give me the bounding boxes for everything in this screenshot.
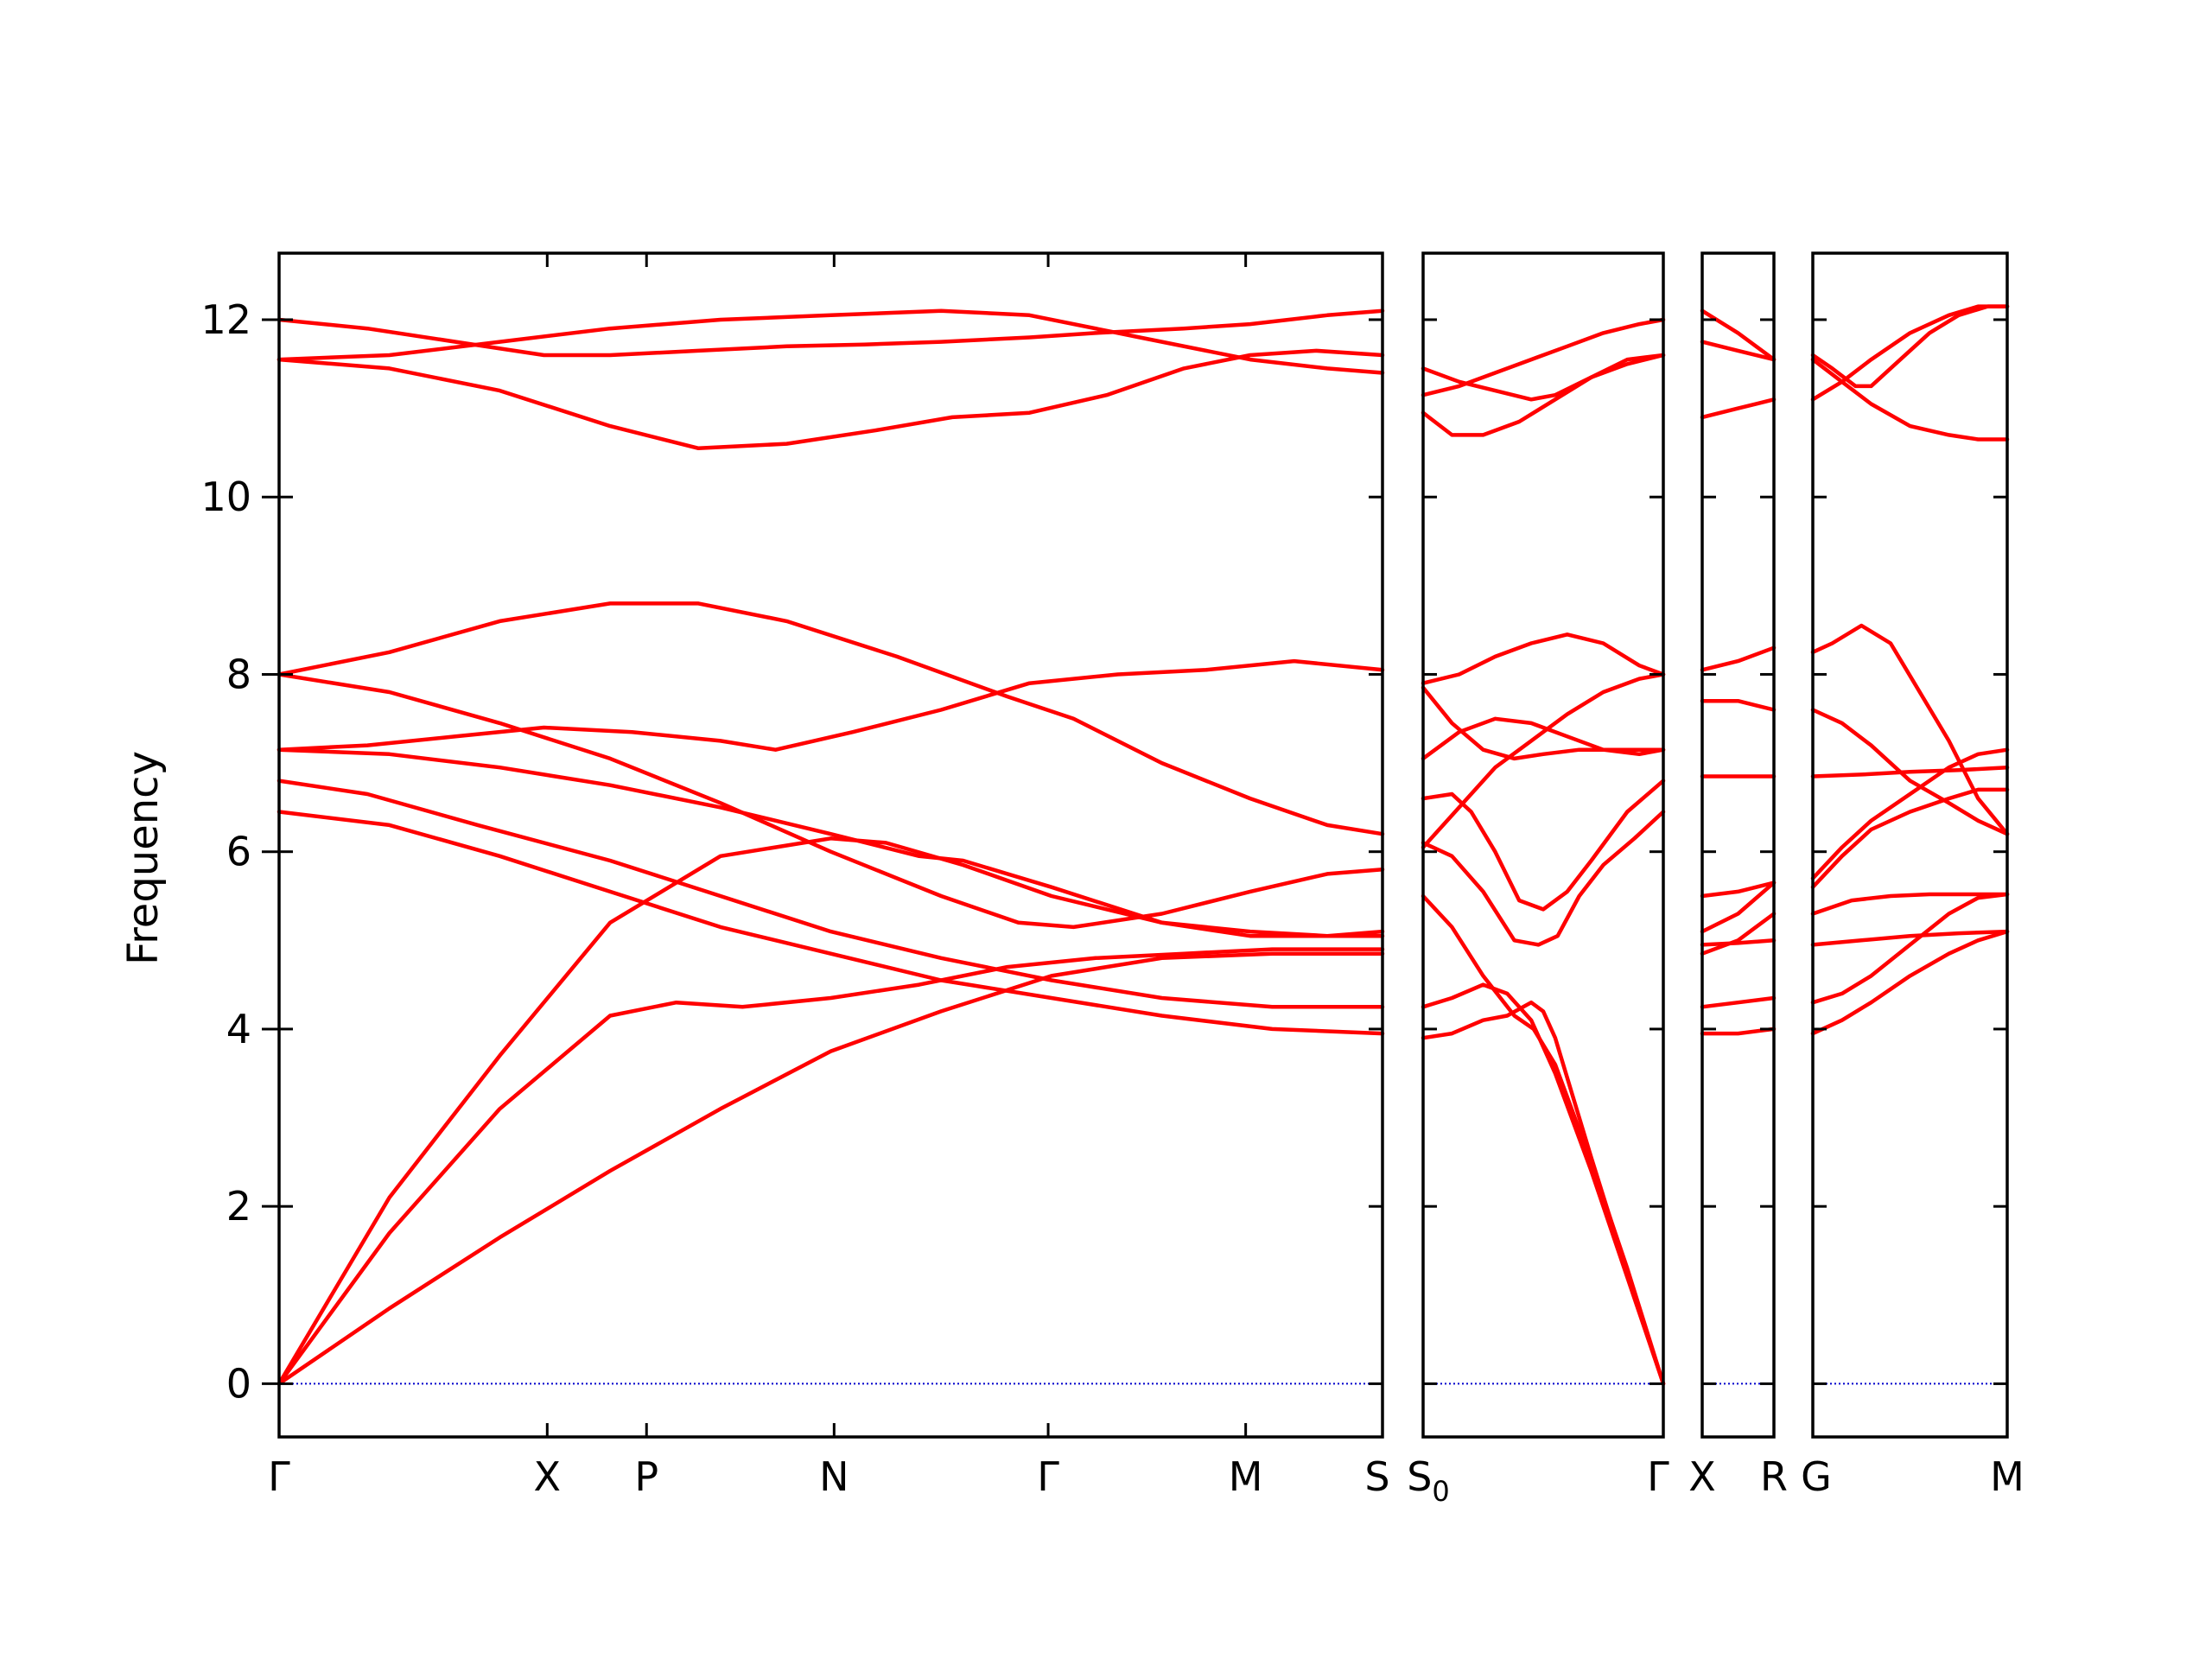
band-line	[1810, 708, 2010, 836]
band-line	[1700, 995, 1777, 1009]
band-line	[276, 947, 1385, 1386]
band-line	[1700, 308, 1777, 362]
y-tick-label: 6	[226, 829, 251, 875]
band-line	[1421, 317, 1666, 397]
band-line	[1700, 340, 1777, 362]
x-tick-label: Γ	[1037, 1453, 1059, 1500]
band-line	[276, 658, 1385, 752]
band-line	[1810, 892, 2010, 1005]
band-line	[1421, 982, 1666, 1386]
band-line	[1810, 357, 2010, 442]
band-line	[1700, 938, 1777, 947]
x-tick-label: P	[634, 1453, 658, 1500]
y-tick-label: 12	[200, 296, 251, 343]
panel-frame	[1700, 251, 1776, 1439]
band-line	[276, 779, 1385, 1009]
band-line	[1700, 698, 1777, 712]
y-tick-label: 4	[226, 1006, 251, 1052]
band-line	[276, 308, 1385, 375]
band-line	[1700, 880, 1777, 899]
band-line	[276, 836, 1385, 1386]
x-tick-label: M	[1990, 1453, 2024, 1500]
band-line	[1810, 892, 2010, 916]
band-line	[276, 951, 1385, 1386]
band-line	[276, 601, 1385, 836]
band-line	[1700, 1027, 1777, 1036]
band-line	[1700, 912, 1777, 956]
band-line	[1421, 685, 1666, 761]
band-line	[1421, 672, 1666, 849]
y-tick-label: 8	[226, 651, 251, 697]
x-tick-label: N	[819, 1453, 849, 1500]
y-tick-label: 0	[226, 1360, 251, 1407]
x-tick-label: G	[1801, 1453, 1832, 1500]
x-tick-label: S	[1364, 1453, 1389, 1500]
band-line	[1421, 632, 1666, 685]
x-tick-label: Γ	[268, 1453, 290, 1500]
y-tick-label: 2	[226, 1183, 251, 1230]
band-line	[1810, 304, 2010, 402]
chart-panel: S0 Γ	[1407, 251, 1669, 1508]
x-tick-label: R	[1760, 1453, 1788, 1500]
band-line	[1810, 929, 2010, 1036]
band-line	[1810, 787, 2010, 889]
x-tick-label: Γ	[1647, 1453, 1669, 1500]
band-line	[1810, 623, 2010, 836]
x-tick-label: M	[1229, 1453, 1263, 1500]
band-line	[1421, 353, 1666, 437]
band-line	[1421, 810, 1666, 947]
x-tick-label: X	[1688, 1453, 1716, 1500]
band-line	[276, 810, 1385, 1036]
y-axis-title: Frequency	[119, 751, 168, 965]
band-line	[1700, 880, 1777, 934]
x-tick-label: X	[534, 1453, 562, 1500]
band-line	[1421, 1000, 1666, 1386]
band-line	[1421, 779, 1666, 912]
panel-frame	[1811, 251, 2009, 1439]
band-line	[1700, 645, 1777, 672]
band-line	[1810, 929, 2010, 947]
band-line	[1810, 765, 2010, 779]
y-tick-label: 10	[200, 474, 251, 520]
band-line	[1700, 397, 1777, 420]
band-line	[1810, 747, 2010, 880]
band-line	[276, 747, 1385, 938]
band-line	[276, 308, 1385, 358]
panel-frame	[1421, 251, 1665, 1439]
band-line	[1810, 304, 2010, 389]
panel-frame	[277, 251, 1384, 1439]
band-line	[276, 672, 1385, 930]
